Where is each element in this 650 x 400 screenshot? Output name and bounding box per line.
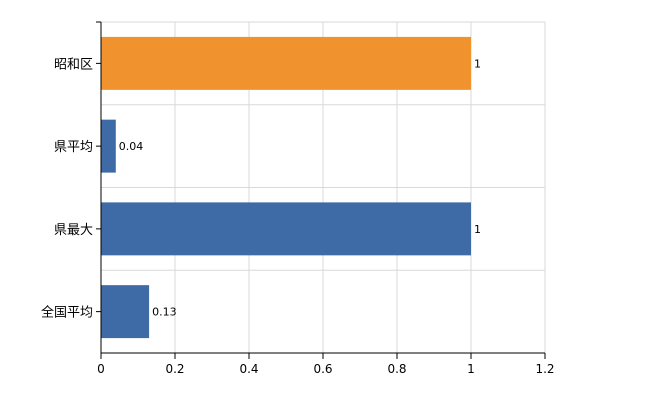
category-label-2: 県最大 [54,223,93,238]
category-label-1: 県平均 [54,140,93,155]
data-label-3: 0.13 [152,306,177,319]
x-tick-label-3: 0.6 [313,362,332,376]
x-tick-label-1: 0.2 [165,362,184,376]
data-label-2: 1 [474,223,481,236]
bars [101,36,471,339]
x-tick-label-4: 0.8 [387,362,406,376]
data-label-0: 1 [474,57,481,70]
category-label-0: 昭和区 [54,57,93,72]
x-tick-label-0: 0 [97,362,105,376]
category-label-3: 全国平均 [41,305,93,321]
bar-0 [101,36,471,90]
bar-1 [101,119,116,173]
axes [96,21,546,359]
bar-2 [101,202,471,256]
x-tick-label-6: 1.2 [535,362,554,376]
x-tick-label-5: 1 [467,362,475,376]
bar-3 [101,285,150,339]
labels: 1 昭和区 0.04 県平均 1 県最大 0.13 全国平均 0 0.2 0.4 0.6 0.8 1 1.2 [41,57,555,376]
data-label-1: 0.04 [119,140,144,153]
x-tick-label-2: 0.4 [239,362,258,376]
